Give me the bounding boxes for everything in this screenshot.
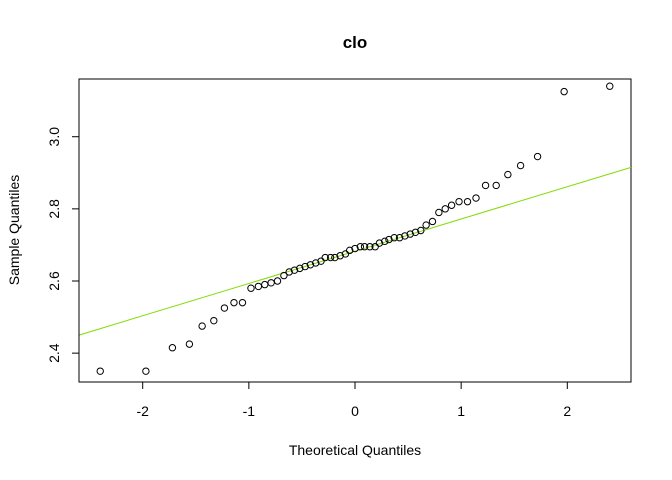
data-point <box>435 208 443 217</box>
data-point <box>247 284 255 292</box>
data-point <box>285 268 293 276</box>
data-point <box>336 252 344 260</box>
data-point <box>428 217 437 226</box>
data-point <box>331 253 339 262</box>
data-point <box>385 235 393 244</box>
data-point <box>401 232 409 240</box>
x-axis: -2 -1 0 1 2 <box>136 381 571 419</box>
data-point <box>381 237 389 246</box>
data-point <box>96 367 104 375</box>
data-point <box>168 344 177 352</box>
data-point <box>210 316 218 325</box>
data-point <box>441 205 449 213</box>
data-point <box>560 87 568 96</box>
data-point <box>280 271 288 280</box>
data-point <box>238 298 247 307</box>
data-point <box>296 264 304 273</box>
data-point <box>254 282 263 291</box>
data-point <box>261 280 269 289</box>
data-point <box>533 152 542 161</box>
y-tick-label: 2.6 <box>46 271 62 291</box>
data-point <box>317 257 325 265</box>
x-tick-label: -1 <box>243 403 256 419</box>
data-point <box>321 253 329 262</box>
data-point <box>267 279 275 287</box>
data-point <box>326 253 335 262</box>
y-axis: 2.4 2.6 2.8 3.0 <box>46 127 80 363</box>
data-point <box>406 230 414 238</box>
data-point <box>463 197 472 206</box>
x-tick-label: -2 <box>136 403 149 419</box>
x-tick-label: 1 <box>457 403 465 419</box>
data-point <box>371 243 379 251</box>
data-point <box>142 367 150 375</box>
data-point <box>290 266 299 274</box>
data-point <box>422 221 430 229</box>
chart-title: clo <box>343 33 368 52</box>
data-point <box>185 340 194 348</box>
data-point <box>447 201 456 209</box>
data-point <box>351 244 359 253</box>
data-point <box>492 181 500 190</box>
data-point <box>417 226 425 235</box>
data-point <box>312 259 320 267</box>
data-point <box>345 246 354 255</box>
x-tick-label: 2 <box>563 403 571 419</box>
data-point <box>230 298 238 307</box>
points-group <box>96 82 614 375</box>
x-axis-label: Theoretical Quantiles <box>289 442 421 458</box>
data-point <box>411 228 420 237</box>
y-axis-label: Sample Quantiles <box>6 175 22 286</box>
y-tick-label: 2.8 <box>46 199 62 219</box>
data-point <box>220 304 229 312</box>
data-point <box>301 262 309 271</box>
data-point <box>395 234 404 242</box>
data-point <box>366 243 374 251</box>
plot-frame <box>78 78 632 383</box>
data-point <box>356 243 365 251</box>
data-point <box>606 82 614 90</box>
data-point <box>375 239 384 247</box>
data-point <box>273 277 282 285</box>
y-tick-label: 3.0 <box>46 127 62 147</box>
x-tick-label: 0 <box>351 403 359 419</box>
data-point <box>472 194 480 202</box>
data-point <box>198 322 206 330</box>
data-point <box>481 181 490 190</box>
data-point <box>341 250 350 258</box>
data-point <box>504 170 512 179</box>
data-point <box>455 197 463 206</box>
y-tick-label: 2.4 <box>46 343 62 363</box>
data-point <box>516 161 525 170</box>
data-point <box>306 261 315 269</box>
data-point <box>390 234 398 242</box>
data-point <box>360 243 369 251</box>
